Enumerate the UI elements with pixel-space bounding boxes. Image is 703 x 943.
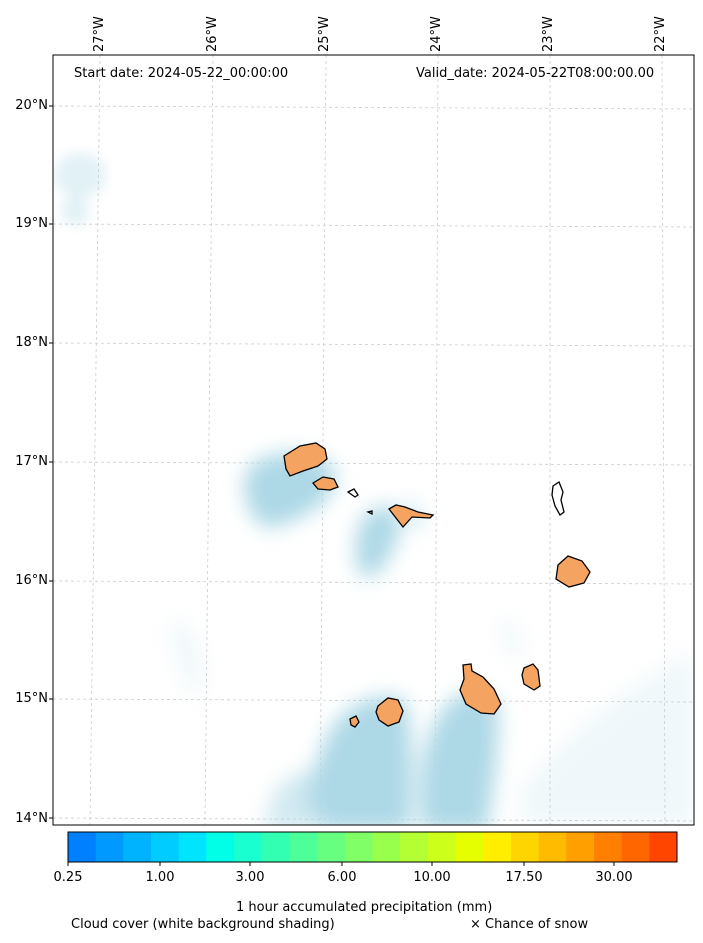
lon-label-26w: 26°W: [205, 16, 220, 52]
colorbar-segment: [566, 832, 595, 862]
colorbar-tick-label: 10.00: [413, 870, 451, 885]
lat-ticks: [49, 105, 53, 819]
colorbar-segment: [455, 832, 484, 862]
colorbar-tick-label: 3.00: [235, 870, 265, 885]
lat-label-16n: 16°N: [15, 573, 48, 588]
island-boa-vista: [555, 555, 591, 588]
island-brava: [349, 715, 360, 728]
lat-label-20n: 20°N: [15, 98, 48, 113]
colorbar-segment: [206, 832, 235, 862]
colorbar-title: 1 hour accumulated precipitation (mm): [236, 900, 493, 915]
colorbar-segment: [649, 832, 678, 862]
lat-label-18n: 18°N: [15, 335, 48, 350]
colorbar-segment: [289, 832, 318, 862]
island-branco: [366, 510, 373, 516]
start-date-text: Start date: 2024-05-22_00:00:00: [74, 66, 289, 81]
colorbar-ticks: [67, 862, 615, 866]
lon-label-22w: 22°W: [653, 16, 668, 52]
island-santa-luzia: [346, 488, 359, 498]
lon-label-23w: 23°W: [541, 16, 556, 52]
lat-label-17n: 17°N: [15, 454, 48, 469]
island-sao-nicolau: [388, 504, 435, 529]
valid-date-text: Valid_date: 2024-05-22T08:00:00.00: [416, 66, 655, 81]
colorbar-segment: [317, 832, 346, 862]
colorbar-segment: [538, 832, 567, 862]
colorbar-segment: [593, 832, 623, 862]
colorbar-segment: [510, 832, 540, 862]
map-frame: [52, 54, 695, 826]
colorbar-tick-label: 30.00: [595, 870, 633, 885]
colorbar-tick-label: 17.50: [505, 870, 543, 885]
cloud-cover-note: Cloud cover (white background shading): [71, 917, 335, 932]
colorbar-segment: [483, 832, 512, 862]
precipitation-colorbar: [68, 832, 678, 862]
colorbar-tick-label: 1.00: [145, 870, 175, 885]
island-fogo: [375, 697, 404, 727]
lat-label-19n: 19°N: [15, 216, 48, 231]
snow-chance-note: × Chance of snow: [470, 917, 589, 932]
colorbar-segment: [68, 832, 97, 862]
colorbar-segment: [344, 832, 373, 862]
lon-label-27w: 27°W: [92, 16, 107, 52]
colorbar-segment: [400, 832, 429, 862]
island-maio: [521, 663, 541, 691]
island-sal: [551, 481, 565, 516]
lat-label-14n: 14°N: [15, 811, 48, 826]
lon-label-24w: 24°W: [429, 16, 444, 52]
colorbar-segment: [372, 832, 401, 862]
colorbar-segment: [261, 832, 290, 862]
island-santo-antao: [283, 442, 328, 477]
colorbar-segment: [427, 832, 457, 862]
colorbar-segment: [123, 832, 152, 862]
cloud-cover-shading: [54, 153, 694, 825]
colorbar-frame: [67, 831, 678, 863]
island-sao-vicente: [312, 476, 339, 491]
islands: [283, 442, 591, 728]
lon-label-25w: 25°W: [317, 16, 332, 52]
colorbar-segment: [234, 832, 263, 862]
colorbar-segment: [95, 832, 124, 862]
lat-label-15n: 15°N: [15, 691, 48, 706]
colorbar-segment: [178, 832, 207, 862]
colorbar-tick-label: 0.25: [53, 870, 83, 885]
colorbar-tick-label: 6.00: [327, 870, 357, 885]
island-santiago: [459, 663, 502, 715]
colorbar-segment: [621, 832, 650, 862]
colorbar-segment: [151, 832, 180, 862]
